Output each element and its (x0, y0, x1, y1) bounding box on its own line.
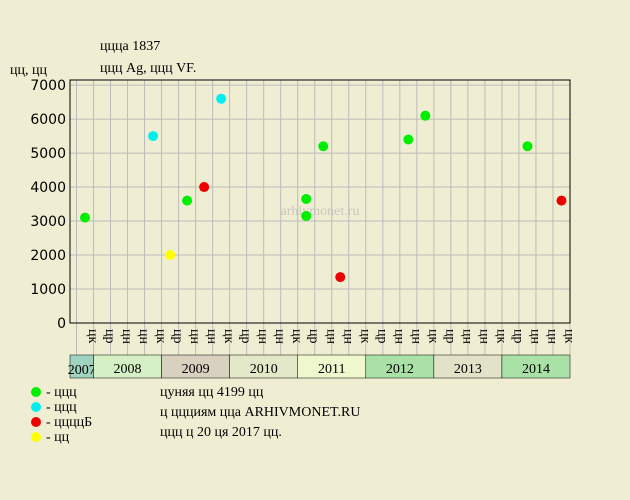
year-label: 2008 (114, 362, 142, 377)
data-point (199, 182, 210, 193)
chart-subtitle: ццц Ag, ццц VF. (100, 61, 196, 76)
note: ц ццциям цца ARHIVMONET.RU (160, 405, 360, 420)
legend-label: - цц (46, 430, 70, 445)
y-tick-label: 6000 (30, 112, 66, 128)
data-point (301, 193, 312, 204)
chart-title: ццца 1837 (100, 39, 160, 54)
data-point (165, 250, 176, 261)
x-tick-label: цк (85, 329, 100, 343)
x-tick-label: цн (459, 329, 474, 344)
x-tick-label: цн (136, 329, 151, 344)
data-point (420, 110, 431, 121)
x-tick-label: цк (153, 329, 168, 343)
year-label: 2011 (318, 362, 345, 377)
x-tick-label: цн (476, 329, 491, 344)
year-label: 2012 (386, 362, 414, 377)
data-point (335, 272, 346, 283)
data-point (556, 195, 567, 206)
y-tick-label: 1000 (30, 282, 66, 298)
data-point (301, 210, 312, 221)
data-point (182, 195, 193, 206)
legend-label: - ццц (46, 385, 77, 400)
x-tick-label: цр (442, 329, 457, 344)
y-tick-label: 3000 (30, 214, 66, 230)
x-tick-label: цн (391, 329, 406, 344)
data-point (148, 131, 159, 142)
data-point (216, 93, 227, 104)
data-point (403, 134, 414, 145)
legend-marker (31, 402, 41, 412)
x-tick-label: цн (340, 329, 355, 344)
legend-label: - ццццБ (46, 415, 92, 430)
y-tick-label: 0 (57, 316, 66, 332)
y-tick-label: 4000 (30, 180, 66, 196)
x-tick-label: цк (357, 329, 372, 343)
x-tick-label: цр (306, 329, 321, 344)
data-point (522, 141, 533, 152)
note: ццц ц 20 ця 2017 цц. (160, 425, 282, 440)
x-tick-label: цн (323, 329, 338, 344)
data-point (80, 212, 91, 223)
x-tick-label: цн (255, 329, 270, 344)
data-point (318, 141, 329, 152)
year-label: 2014 (522, 362, 550, 377)
y-tick-label: 5000 (30, 146, 66, 162)
note: цуняя цц 4199 цц (160, 385, 264, 400)
legend-marker (31, 417, 41, 427)
legend-marker (31, 432, 41, 442)
x-tick-label: цк (493, 329, 508, 343)
legend-label: - ццц (46, 400, 77, 415)
x-tick-label: цк (425, 329, 440, 343)
y-axis-label: цц, цц (10, 63, 47, 78)
year-cell (501, 354, 571, 379)
legend-marker (31, 387, 41, 397)
x-tick-label: цн (272, 329, 287, 344)
x-tick-label: цн (527, 329, 542, 344)
plot-area (70, 80, 570, 323)
x-tick-label: цн (187, 329, 202, 344)
x-tick-label: цк (561, 329, 576, 343)
year-label: 2013 (454, 362, 482, 377)
x-tick-label: цн (119, 329, 134, 344)
x-tick-label: цр (510, 329, 525, 344)
year-label: 2009 (182, 362, 210, 377)
y-tick-label: 2000 (30, 248, 66, 264)
x-tick-label: цн (204, 329, 219, 344)
x-tick-label: цк (289, 329, 304, 343)
x-tick-label: цр (374, 329, 389, 344)
x-tick-label: цр (102, 329, 117, 344)
year-label: 2007 (68, 363, 96, 378)
year-label: 2010 (250, 362, 278, 377)
x-tick-label: цр (238, 329, 253, 344)
x-tick-label: цк (221, 329, 236, 343)
y-tick-label: 7000 (30, 78, 66, 94)
watermark: arhivmonet.ru (281, 204, 360, 219)
x-tick-label: цр (170, 329, 185, 344)
x-tick-label: цн (544, 329, 559, 344)
x-tick-label: цн (408, 329, 423, 344)
